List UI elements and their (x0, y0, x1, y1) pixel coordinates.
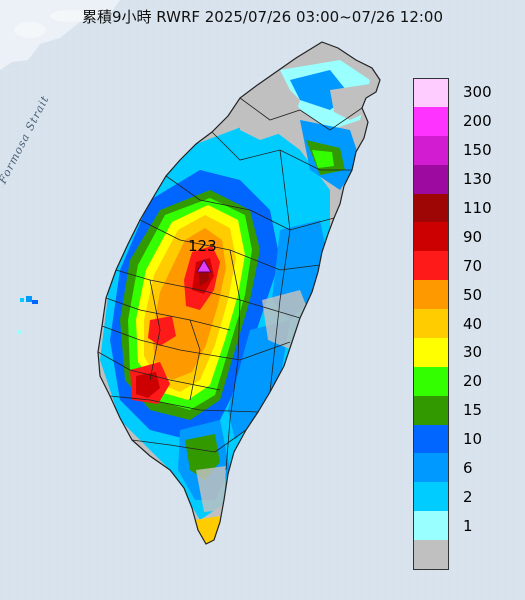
taiwan-coastline (97, 41, 381, 545)
peak-value-label: 123 (188, 237, 217, 255)
legend-label: 1 (463, 516, 473, 535)
peak-marker-icon (196, 259, 212, 273)
legend-label: 20 (463, 372, 483, 391)
legend-swatch (413, 453, 449, 483)
legend-label: 15 (463, 401, 483, 420)
legend-label: 30 (463, 343, 483, 362)
legend-swatch (413, 540, 449, 570)
legend-swatch (413, 222, 449, 252)
legend-swatch (413, 164, 449, 194)
legend-swatch (413, 366, 449, 396)
legend-swatch (413, 309, 449, 338)
legend-label: 130 (463, 170, 492, 189)
legend-label: 150 (463, 141, 492, 160)
legend-label: 90 (463, 227, 483, 246)
county-boundaries (97, 97, 363, 471)
legend-swatch (413, 106, 449, 136)
mainland-coast (0, 0, 120, 70)
legend-label: 200 (463, 112, 492, 131)
legend-swatch (413, 78, 449, 108)
rainfall-legend: 300 200 150 130 110 90 70 50 40 30 20 15 10 6 2 1 (413, 78, 520, 570)
legend-label: 50 (463, 285, 483, 304)
legend-label: 70 (463, 256, 483, 275)
legend-label: 40 (463, 314, 483, 333)
legend-swatch (413, 337, 449, 367)
legend-label: 110 (463, 198, 492, 217)
legend-swatch (413, 482, 449, 512)
legend-label: 10 (463, 430, 483, 449)
legend-swatch (413, 280, 449, 310)
legend-swatch (413, 511, 449, 541)
map-title: 累積9小時 RWRF 2025/07/26 03:00~07/26 12:00 (81, 8, 444, 26)
legend-swatch (413, 193, 449, 223)
legend-swatch (413, 395, 449, 425)
legend-label: 2 (463, 487, 473, 506)
legend-label: 6 (463, 458, 473, 477)
legend-swatch (413, 251, 449, 281)
legend-label: 300 (463, 83, 492, 102)
penghu-islands (18, 296, 38, 334)
legend-swatch (413, 424, 449, 454)
legend-swatch (413, 135, 449, 165)
